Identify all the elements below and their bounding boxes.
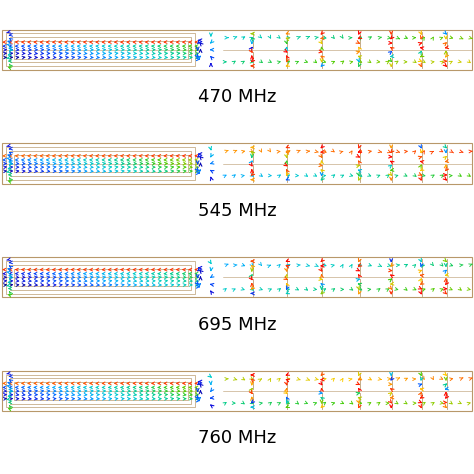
Bar (10, 151, 191, 176)
Bar (6, 147, 195, 180)
Bar (2, 30, 472, 70)
Bar (10, 264, 191, 290)
Bar (6, 261, 195, 294)
Bar (2, 371, 472, 411)
Bar (6, 374, 195, 408)
Text: 695 MHz: 695 MHz (198, 316, 276, 334)
Bar (14, 155, 188, 173)
Bar (2, 143, 472, 183)
Text: 545 MHz: 545 MHz (198, 202, 276, 220)
Text: 470 MHz: 470 MHz (198, 88, 276, 106)
Bar (10, 378, 191, 404)
Bar (14, 41, 188, 59)
Bar (14, 268, 188, 286)
Bar (6, 34, 195, 66)
Bar (14, 382, 188, 400)
Bar (2, 257, 472, 298)
Text: 760 MHz: 760 MHz (198, 429, 276, 447)
Bar (10, 37, 191, 62)
